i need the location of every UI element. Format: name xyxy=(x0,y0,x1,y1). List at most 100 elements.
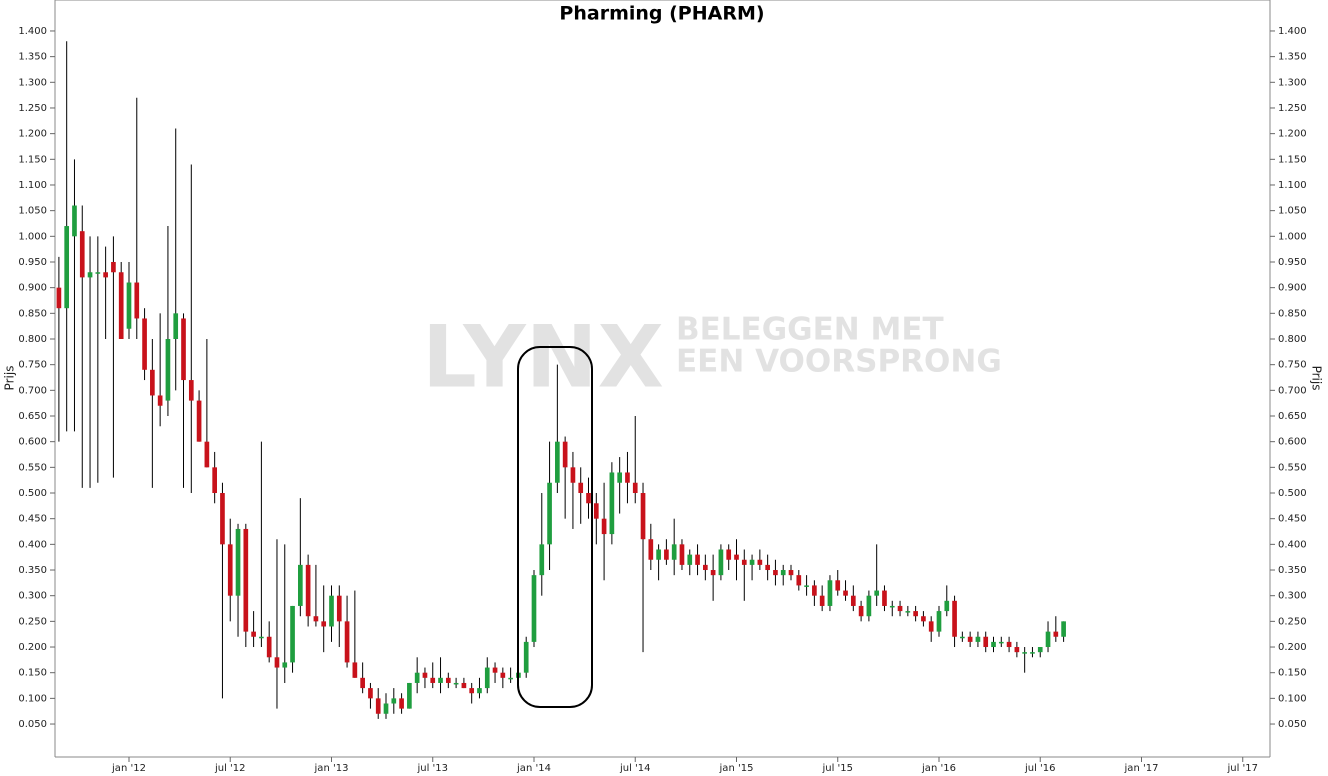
y-tick-label: 0.200 xyxy=(18,642,47,653)
y-tick-label: 0.600 xyxy=(18,437,47,448)
candle-body xyxy=(773,570,778,576)
candle-body xyxy=(79,231,85,278)
candle-body xyxy=(266,636,272,658)
y-tick-label: 1.400 xyxy=(18,26,47,37)
candle-body xyxy=(251,631,256,637)
x-tick-label: jan '17 xyxy=(1124,763,1159,774)
candle-body xyxy=(656,549,661,560)
y2-tick-label: 0.050 xyxy=(1278,719,1307,730)
y2-tick-label: 0.150 xyxy=(1278,668,1307,679)
candle-body xyxy=(944,600,950,612)
candle-body xyxy=(368,688,373,699)
y-tick-label: 0.050 xyxy=(18,719,47,730)
candle-body xyxy=(399,698,404,709)
x-tick-label: jul '15 xyxy=(821,763,853,774)
candle-body xyxy=(142,318,147,370)
candle-body xyxy=(991,641,996,648)
candle-body xyxy=(150,369,155,396)
y-tick-label: 0.550 xyxy=(18,462,47,473)
y2-tick-label: 0.500 xyxy=(1278,488,1307,499)
candle-body xyxy=(562,441,568,468)
x-tick-label: jul '17 xyxy=(1226,763,1258,774)
x-tick-label: jan '16 xyxy=(921,763,956,774)
candle-body xyxy=(391,698,397,704)
candle-body xyxy=(570,467,576,483)
highlight-box xyxy=(517,346,593,708)
y-tick-label: 0.350 xyxy=(18,565,47,576)
y2-tick-label: 0.950 xyxy=(1278,257,1307,268)
watermark-tagline: BELEGGEN MET xyxy=(676,312,944,348)
candle-body xyxy=(523,641,529,673)
y-tick-label: 0.950 xyxy=(18,257,47,268)
candle-body xyxy=(897,605,903,612)
candle-body xyxy=(227,544,233,596)
y2-axis-label: Prijs xyxy=(1310,366,1324,391)
y-tick-label: 0.400 xyxy=(18,539,47,550)
candle-body xyxy=(983,636,989,648)
candle-body xyxy=(274,657,280,668)
candle-body xyxy=(593,503,599,519)
y-tick-label: 1.200 xyxy=(18,129,47,140)
candle-body xyxy=(1053,631,1059,637)
y-tick-label: 0.150 xyxy=(18,668,47,679)
candle-body xyxy=(235,528,241,596)
candle-body xyxy=(87,272,93,278)
candle-body xyxy=(344,621,350,663)
y-tick-label: 0.900 xyxy=(18,283,47,294)
candle-body xyxy=(664,549,669,560)
candle-body xyxy=(586,493,591,504)
candle-body xyxy=(282,662,288,668)
candle-body xyxy=(445,677,451,683)
x-tick-label: jul '14 xyxy=(619,763,651,774)
candle-body xyxy=(804,585,809,587)
candle-body xyxy=(749,559,755,565)
y2-tick-label: 0.100 xyxy=(1278,693,1307,704)
y-axis-label: Prijs xyxy=(3,366,17,391)
candle-body xyxy=(414,672,420,683)
candle-body xyxy=(220,493,225,545)
candle-body xyxy=(601,518,607,535)
candle-body xyxy=(578,482,584,494)
candle-body xyxy=(212,467,217,494)
y2-tick-label: 0.700 xyxy=(1278,385,1307,396)
y2-tick-label: 0.300 xyxy=(1278,591,1307,602)
candle-body xyxy=(819,595,825,606)
y2-tick-label: 1.300 xyxy=(1278,77,1307,88)
candles xyxy=(56,41,1066,719)
x-tick-label: jul '16 xyxy=(1024,763,1056,774)
candle-body xyxy=(461,682,467,689)
candle-body xyxy=(1006,641,1012,648)
candle-body xyxy=(173,313,179,339)
candle-body xyxy=(259,636,264,639)
candle-body xyxy=(640,493,646,540)
candle-body xyxy=(874,590,880,596)
y-tick-label: 0.650 xyxy=(18,411,47,422)
candle-body xyxy=(998,641,1004,644)
y-tick-label: 0.800 xyxy=(18,334,47,345)
y-tick-label: 0.700 xyxy=(18,385,47,396)
candle-body xyxy=(710,570,716,576)
y2-tick-label: 0.550 xyxy=(1278,462,1307,473)
candle-body xyxy=(632,482,638,494)
candle-body xyxy=(889,605,895,608)
y-tick-label: 0.850 xyxy=(18,308,47,319)
candle-body xyxy=(531,575,537,642)
candle-body xyxy=(687,554,693,565)
y2-tick-label: 0.900 xyxy=(1278,283,1307,294)
candle-body xyxy=(1014,647,1020,653)
candle-body xyxy=(305,564,311,617)
candle-body xyxy=(329,595,334,627)
candle-body xyxy=(484,667,490,689)
candle-body xyxy=(126,282,132,329)
candle-body xyxy=(204,441,210,468)
y2-tick-label: 1.350 xyxy=(1278,52,1307,63)
candle-body xyxy=(726,549,732,560)
x-tick-label: jul '12 xyxy=(214,763,246,774)
candle-body xyxy=(352,662,358,678)
y-tick-label: 0.100 xyxy=(18,693,47,704)
candle-body xyxy=(298,564,303,606)
y-tick-label: 0.500 xyxy=(18,488,47,499)
candle-body xyxy=(188,380,194,401)
candle-body xyxy=(539,544,545,576)
